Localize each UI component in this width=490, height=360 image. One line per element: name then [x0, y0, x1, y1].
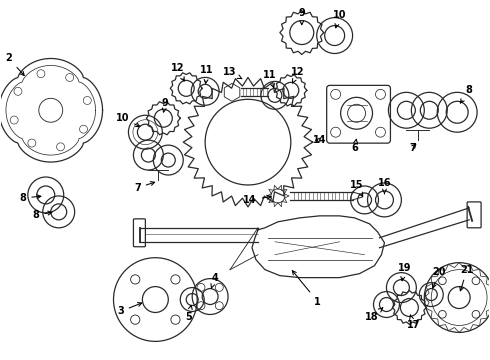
Text: 11: 11	[263, 71, 277, 87]
Text: 4: 4	[211, 273, 219, 288]
Text: 12: 12	[291, 67, 305, 83]
Text: 21: 21	[460, 265, 474, 291]
Text: 14: 14	[243, 195, 271, 205]
Text: 13: 13	[223, 67, 242, 79]
Text: 2: 2	[5, 54, 24, 76]
Text: 12: 12	[171, 63, 184, 81]
Text: 11: 11	[200, 66, 214, 84]
Text: 14: 14	[313, 135, 326, 145]
Text: 19: 19	[397, 263, 411, 281]
Text: 7: 7	[134, 182, 155, 193]
Text: 17: 17	[407, 315, 420, 330]
Text: 7: 7	[409, 143, 416, 153]
Text: 3: 3	[117, 303, 142, 316]
Text: 16: 16	[378, 178, 391, 194]
Text: 5: 5	[185, 305, 192, 323]
Text: 1: 1	[293, 271, 321, 306]
Text: 8: 8	[461, 85, 472, 103]
Text: 8: 8	[32, 210, 52, 220]
Text: 10: 10	[116, 113, 140, 127]
Text: 9: 9	[298, 8, 305, 24]
Text: 8: 8	[20, 193, 41, 203]
Text: 18: 18	[365, 308, 383, 323]
Text: 15: 15	[350, 180, 363, 197]
Text: 20: 20	[432, 267, 446, 288]
Text: 9: 9	[162, 98, 169, 112]
Text: 10: 10	[333, 10, 346, 28]
Text: 6: 6	[351, 139, 358, 153]
